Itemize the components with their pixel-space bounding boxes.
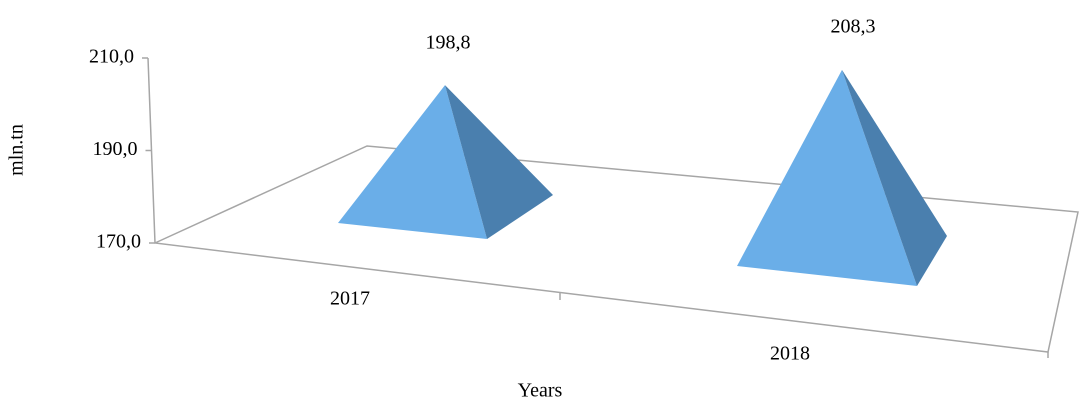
pyramid-side-face: [842, 69, 947, 286]
x-axis-label: Years: [518, 380, 563, 402]
x-tick-label: 2017: [330, 288, 370, 310]
floor-outline: [147, 57, 1079, 353]
value-label: 208,3: [831, 16, 876, 38]
y-tick-label: 170,0: [96, 231, 141, 253]
x-tick-label: 2018: [770, 343, 810, 365]
y-tick-label: 210,0: [89, 46, 134, 68]
frame: [147, 57, 1079, 358]
y-tick-label: 190,0: [93, 138, 138, 160]
pyramid-front-face: [737, 69, 917, 286]
pyramid: [338, 85, 553, 239]
pyramid-side-face: [445, 85, 553, 239]
y-axis-label: mln.tn: [6, 124, 28, 176]
pyramid-front-face: [338, 85, 487, 239]
pyramid: [737, 69, 947, 286]
value-label: 198,8: [426, 32, 471, 54]
